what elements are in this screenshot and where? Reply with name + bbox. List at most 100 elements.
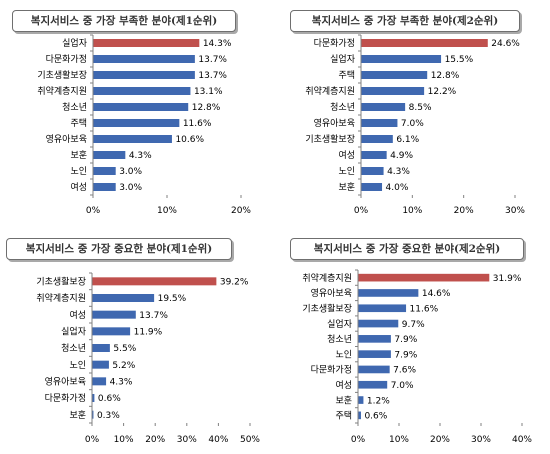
data-label: 1.2% [367,396,390,406]
bar [93,103,189,111]
data-label: 13.7% [198,71,227,81]
category-label: 기초생활보장 [305,133,355,145]
data-label: 13.7% [139,311,168,321]
data-label: 3.0% [119,167,142,177]
x-tick-label: 0% [85,435,100,445]
category-label: 주택 [70,118,87,129]
bar [93,151,126,159]
category-label: 보훈 [69,409,86,421]
bar [361,151,387,159]
x-tick-label: 0% [86,206,101,216]
category-label: 영유아보육 [45,377,86,388]
x-tick-label: 40% [208,435,228,445]
data-label: 10.6% [175,135,204,145]
data-label: 3.0% [119,183,142,193]
data-label: 15.5% [445,55,474,65]
category-label: 실업자 [330,54,356,65]
data-label: 24.6% [491,39,520,49]
bar [361,103,406,111]
bar [93,135,172,143]
bar [361,71,428,79]
category-label: 다문화가정 [46,54,87,65]
bar [358,365,390,374]
chart-title: 복지서비스 중 가장 부족한 분야(제1순위) [12,10,236,32]
bar [358,396,364,404]
x-tick-label: 20% [454,206,474,216]
category-label: 영유아보육 [314,118,355,129]
category-label: 영유아보육 [46,134,87,145]
data-label: 0.3% [97,411,120,421]
data-label: 4.3% [387,167,410,177]
bar [358,289,419,297]
category-label: 실업자 [62,38,88,49]
bar-chart-shortage-rank2: 0% 10% 20% 30% 다문화가정 24.6% 실업자 15.5% 주택 12.8% 취약계층… [305,34,525,216]
data-label: 12.2% [428,87,457,97]
x-tick-label: 30% [471,435,491,445]
bar [93,119,180,127]
chart-panel-shortage-rank1: 복지서비스 중 가장 부족한 분야(제1순위) 0% 10% 20% 실업자 14.3%… [0,0,270,220]
category-label: 보훈 [70,149,87,161]
bar [358,335,391,343]
data-label: 6.1% [396,135,419,145]
category-label: 영유아보육 [311,288,352,299]
category-label: 보훈 [335,394,352,406]
category-label: 실업자 [61,327,87,338]
category-label: 청소년 [330,102,355,113]
chart-title: 복지서비스 중 가장 부족한 분야(제2순위) [290,10,520,32]
category-label: 다문화가정 [314,38,355,49]
bar [361,39,488,47]
category-label: 노인 [70,166,87,177]
data-label: 12.8% [431,71,460,81]
data-label: 4.3% [110,378,133,388]
bar [358,304,407,313]
data-label: 4.3% [129,151,152,161]
category-label: 기초생활보장 [302,302,352,314]
x-tick-label: 20% [231,206,251,216]
bar [358,319,399,328]
bar [92,310,136,319]
data-label: 7.9% [394,350,417,360]
x-tick-label: 10% [389,435,409,445]
category-label: 노인 [69,360,86,371]
chart-panel-importance-rank2: 복지서비스 중 가장 중요한 분야(제2순위) 0% 10% 20% 30% 40% 취약… [278,230,548,450]
data-label: 7.0% [401,119,424,129]
category-label: 실업자 [327,319,353,330]
bar [92,277,217,286]
bar [92,394,95,402]
x-tick-label: 10% [157,206,177,216]
x-tick-label: 10% [114,435,134,445]
x-tick-label: 10% [402,206,422,216]
category-label: 다문화가정 [311,365,352,376]
bar [358,380,388,389]
category-label: 취약계층지원 [302,272,352,284]
data-label: 7.6% [393,366,416,376]
bar [92,294,155,302]
data-label: 7.9% [394,335,417,345]
bar [92,344,110,352]
bar [358,350,391,358]
data-label: 4.9% [390,151,413,161]
data-label: 14.6% [422,289,451,299]
category-label: 보훈 [338,181,355,193]
data-label: 13.1% [194,87,223,97]
category-label: 주택 [338,70,355,81]
category-label: 청소년 [61,343,86,354]
bar-chart-importance-rank2: 0% 10% 20% 30% 40% 취약계층지원 31.9% 영유아보육 14.6% 기초생활보… [302,269,532,445]
x-tick-label: 0% [351,435,366,445]
chart-title: 복지서비스 중 가장 중요한 분야(제2순위) [290,238,524,260]
bar [358,411,361,420]
category-label: 여성 [335,379,352,391]
x-tick-label: 0% [354,206,369,216]
category-label: 노인 [335,349,352,360]
x-tick-label: 30% [177,435,197,445]
category-label: 청소년 [62,102,87,113]
bar [93,39,200,47]
chart-panel-importance-rank1: 복지서비스 중 가장 중요한 분야(제1순위) 0% 10% 20% 30% 40% 50… [0,230,270,450]
bar [93,87,191,95]
bar [92,327,131,336]
x-tick-label: 50% [240,435,260,445]
bar [361,183,383,191]
x-tick-label: 20% [145,435,165,445]
bar [93,71,195,79]
data-label: 19.5% [158,294,187,304]
